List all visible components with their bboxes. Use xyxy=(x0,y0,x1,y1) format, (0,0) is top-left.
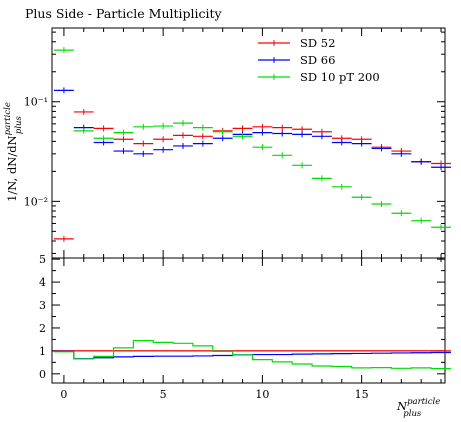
series-0-points xyxy=(53,108,451,242)
series-2-ratio xyxy=(53,339,451,370)
ratio-tick-label: 5 xyxy=(39,253,46,266)
x-axis-label: Nparticle plus xyxy=(396,397,440,419)
legend-label: SD 52 xyxy=(300,36,335,50)
x-tick-label: 5 xyxy=(160,388,167,401)
y-tick-label: 10⁻¹ xyxy=(24,96,48,109)
ratio-tick-label: 2 xyxy=(39,322,46,335)
ratio-panel-series xyxy=(53,339,451,370)
ratio-tick-label: 0 xyxy=(39,368,46,381)
x-tick-label: 0 xyxy=(60,388,67,401)
ratio-tick-label: 1 xyxy=(39,345,46,358)
y-tick-label: 10⁻² xyxy=(24,195,48,208)
ratio-tick-label: 4 xyxy=(39,276,46,289)
ratio-line xyxy=(53,339,451,370)
series-2-points xyxy=(53,47,451,231)
chart-title: Plus Side - Particle Multiplicity xyxy=(25,6,223,21)
main-panel-ticks: 10⁻¹ 10⁻² xyxy=(24,31,445,254)
legend-label: SD 10 pT 200 xyxy=(300,70,380,84)
main-panel-series xyxy=(53,47,451,242)
ratio-tick-label: 3 xyxy=(39,299,46,312)
legend: SD 52 SD 66 SD 10 pT 200 xyxy=(258,36,380,84)
y-axis-label: 1/N, dN/dNparticleplus xyxy=(3,102,24,202)
ratio-panel-frame xyxy=(51,257,446,384)
ratio-panel-ticks: 0 1 2 3 4 5 0 5 10 15 xyxy=(39,28,445,401)
legend-label: SD 66 xyxy=(300,53,335,67)
x-tick-label: 10 xyxy=(255,388,269,401)
x-tick-label: 15 xyxy=(355,388,369,401)
